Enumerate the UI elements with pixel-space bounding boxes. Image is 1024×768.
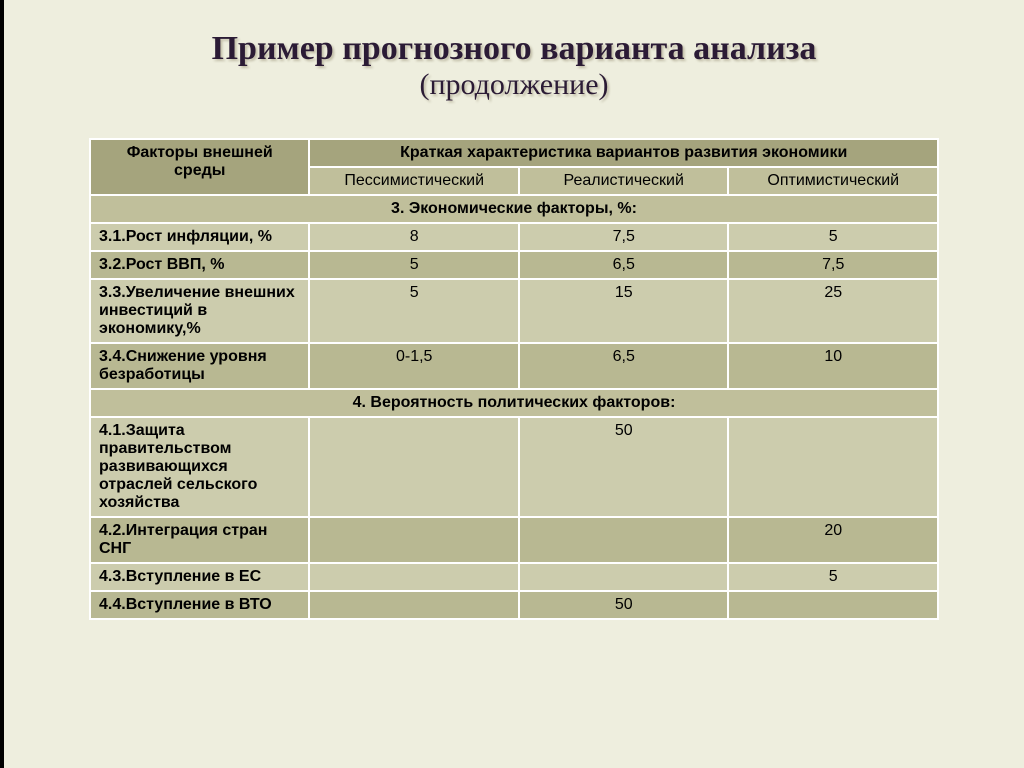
row-pessimistic: [309, 417, 519, 517]
table-row: 4.4.Вступление в ВТО 50: [90, 591, 938, 619]
row-optimistic: 5: [728, 223, 938, 251]
row-label: 4.2.Интеграция стран СНГ: [90, 517, 309, 563]
row-pessimistic: [309, 591, 519, 619]
row-label: 4.4.Вступление в ВТО: [90, 591, 309, 619]
row-pessimistic: 5: [309, 279, 519, 343]
header-scenarios-group: Краткая характеристика вариантов развити…: [309, 139, 938, 167]
row-pessimistic: 5: [309, 251, 519, 279]
row-optimistic: [728, 417, 938, 517]
row-realistic: 6,5: [519, 343, 728, 389]
scenario-table: Факторы внешней среды Краткая характерис…: [89, 138, 939, 620]
table-row: 4.2.Интеграция стран СНГ 20: [90, 517, 938, 563]
table-row: 4.1.Защита правительством развивающихся …: [90, 417, 938, 517]
row-label: 3.3.Увеличение внешних инвестиций в экон…: [90, 279, 309, 343]
row-pessimistic: 8: [309, 223, 519, 251]
row-realistic: 6,5: [519, 251, 728, 279]
row-optimistic: 7,5: [728, 251, 938, 279]
section-4-heading: 4. Вероятность политических факторов:: [90, 389, 938, 417]
section-3-heading-row: 3. Экономические факторы, %:: [90, 195, 938, 223]
table-row: 3.3.Увеличение внешних инвестиций в экон…: [90, 279, 938, 343]
row-realistic: 15: [519, 279, 728, 343]
row-label: 3.4.Снижение уровня безработицы: [90, 343, 309, 389]
header-pessimistic: Пессимистический: [309, 167, 519, 195]
row-optimistic: 5: [728, 563, 938, 591]
title-block: Пример прогнозного варианта анализа (про…: [49, 30, 979, 102]
row-realistic: [519, 517, 728, 563]
row-realistic: 7,5: [519, 223, 728, 251]
table-row: 3.4.Снижение уровня безработицы 0-1,5 6,…: [90, 343, 938, 389]
row-realistic: 50: [519, 591, 728, 619]
header-realistic: Реалистический: [519, 167, 728, 195]
header-optimistic: Оптимистический: [728, 167, 938, 195]
row-pessimistic: [309, 517, 519, 563]
slide: Пример прогнозного варианта анализа (про…: [0, 0, 1024, 768]
row-realistic: [519, 563, 728, 591]
slide-subtitle: (продолжение): [49, 68, 979, 102]
table-header-row-1: Факторы внешней среды Краткая характерис…: [90, 139, 938, 167]
header-factors: Факторы внешней среды: [90, 139, 309, 195]
row-label: 3.2.Рост ВВП, %: [90, 251, 309, 279]
table-row: 3.1.Рост инфляции, % 8 7,5 5: [90, 223, 938, 251]
row-pessimistic: 0-1,5: [309, 343, 519, 389]
table-row: 3.2.Рост ВВП, % 5 6,5 7,5: [90, 251, 938, 279]
table-row: 4.3.Вступление в ЕС 5: [90, 563, 938, 591]
row-optimistic: 25: [728, 279, 938, 343]
row-label: 4.3.Вступление в ЕС: [90, 563, 309, 591]
row-label: 3.1.Рост инфляции, %: [90, 223, 309, 251]
row-realistic: 50: [519, 417, 728, 517]
row-optimistic: [728, 591, 938, 619]
row-label: 4.1.Защита правительством развивающихся …: [90, 417, 309, 517]
row-pessimistic: [309, 563, 519, 591]
row-optimistic: 10: [728, 343, 938, 389]
row-optimistic: 20: [728, 517, 938, 563]
section-3-heading: 3. Экономические факторы, %:: [90, 195, 938, 223]
section-4-heading-row: 4. Вероятность политических факторов:: [90, 389, 938, 417]
slide-title: Пример прогнозного варианта анализа: [49, 30, 979, 68]
